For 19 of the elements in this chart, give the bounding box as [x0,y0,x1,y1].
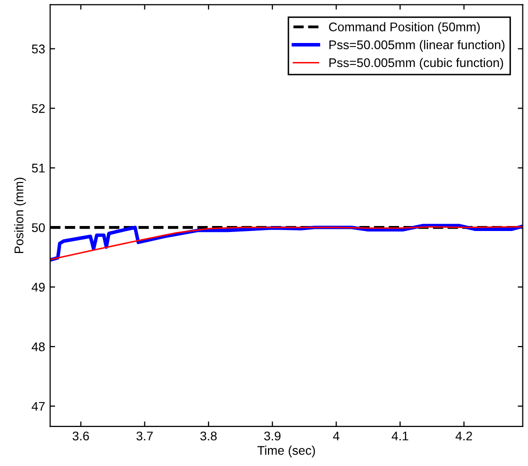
y-tick-label: 52 [32,104,45,113]
legend-label: Pss=50.005mm (linear function) [329,40,504,52]
legend-label: Command Position (50mm) [329,22,480,34]
x-tick-label: 3.7 [136,432,153,440]
y-tick-label: 48 [32,342,45,352]
x-tick-label: 3.8 [200,432,217,440]
x-tick-label: 4.2 [456,432,472,440]
x-tick-label: 3.6 [72,432,89,440]
legend-label: Pss=50.005mm (cubic function) [329,58,504,70]
y-tick-label: 47 [32,402,45,411]
x-axis-title: Time (sec) [257,446,315,458]
y-axis-title: Position (mm) [14,178,26,254]
x-tick-label: 3.9 [264,432,280,440]
x-tick-label: 4 [333,432,340,440]
y-tick-label: 51 [32,164,45,173]
y-tick-label: 50 [32,223,45,232]
y-tick-label: 49 [32,282,45,292]
y-tick-label: 53 [32,44,45,54]
x-tick-label: 4.1 [392,432,408,440]
